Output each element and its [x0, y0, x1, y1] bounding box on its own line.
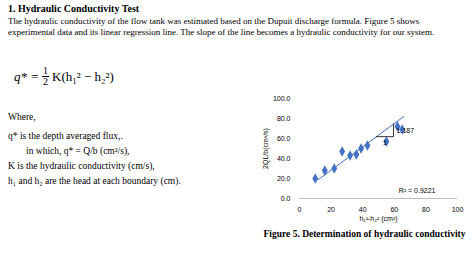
- html-text:Where,: Where,: [8, 112, 36, 122]
- html-text:h₁ and h₂ are the head at each: h₁ and h₂ are the head at each boundary …: [8, 176, 181, 186]
- svg-text:0.0: 0.0: [281, 195, 291, 202]
- svg-text:80: 80: [422, 206, 430, 213]
- svg-text:R² = 0.9221: R² = 0.9221: [399, 187, 436, 194]
- html-text:q* is the depth averaged flux,: q* is the depth averaged flux,.: [8, 131, 123, 141]
- svg-text:80.0: 80.0: [277, 115, 291, 122]
- svg-text:40: 40: [359, 206, 367, 213]
- svg-text:40.0: 40.0: [277, 155, 291, 162]
- html-text:1. Hydraulic Conductivity Test: 1. Hydraulic Conductivity Test: [8, 3, 140, 14]
- html-text:in which, q* = Q/b (cm²/s),: in which, q* = Q/b (cm²/s),: [26, 146, 130, 156]
- svg-text:h₁²-h₂² (cm²): h₁²-h₂² (cm²): [359, 215, 397, 223]
- html-text:2 K(h₁² − h₂²): 2 K(h₁² − h₂²): [43, 68, 114, 87]
- svg-text:0: 0: [298, 206, 302, 213]
- svg-text:100: 100: [452, 206, 464, 213]
- svg-text:2QL/b(cm³/s): 2QL/b(cm³/s): [262, 128, 270, 169]
- svg-text:20: 20: [327, 206, 335, 213]
- html-text:K is the hydraulic conductivit: K is the hydraulic conductivity (cm/s),: [8, 161, 155, 171]
- svg-text:20.0: 20.0: [277, 175, 291, 182]
- html-text:q* = 1: q* = 1: [14, 65, 48, 84]
- svg-text:1.187: 1.187: [397, 127, 415, 134]
- svg-text:1: 1: [383, 139, 387, 146]
- html-text:Figure 5. Determination of hyd: Figure 5. Determination of hydraulic con…: [263, 229, 466, 239]
- html-text:The hydraulic conductivity of: The hydraulic conductivity of the flow t…: [8, 16, 435, 37]
- svg-text:60: 60: [390, 206, 398, 213]
- svg-text:60.0: 60.0: [277, 135, 291, 142]
- svg-text:100.0: 100.0: [273, 95, 291, 102]
